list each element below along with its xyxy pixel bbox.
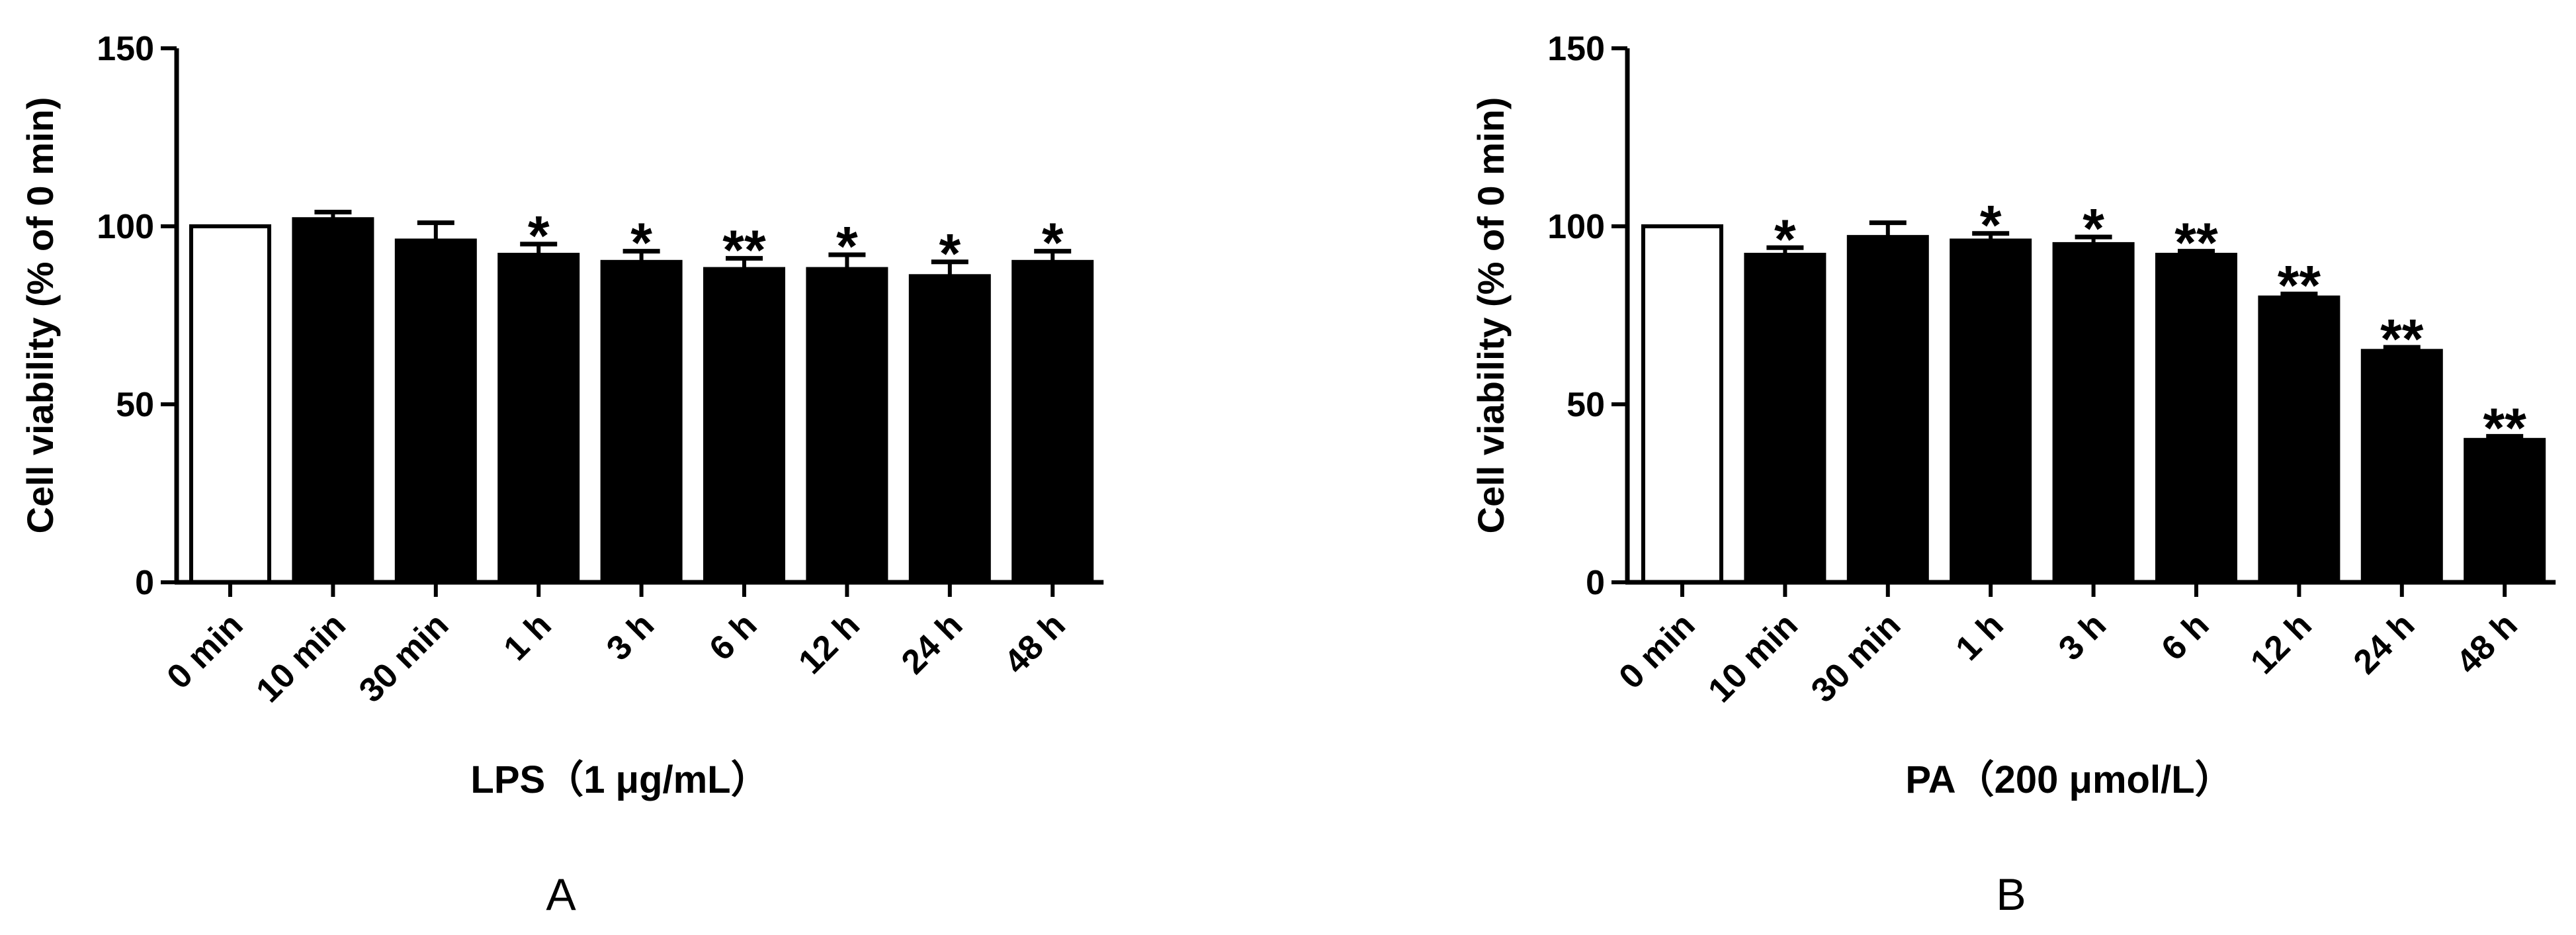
- x-tick-label: 48 h: [2449, 605, 2525, 682]
- x-tick-label: 12 h: [791, 605, 867, 682]
- y-tick-label: 100: [1547, 208, 1605, 246]
- x-axis-title: PA（200 μmol/L）: [1905, 758, 2233, 801]
- bar: [2052, 242, 2135, 584]
- y-tick-label: 0: [1586, 564, 1605, 602]
- bar: [2360, 349, 2443, 584]
- y-tick-label: 150: [1547, 30, 1605, 68]
- significance-marker: *: [528, 204, 550, 267]
- x-tick-label: 30 min: [1804, 605, 1908, 709]
- panel-label: A: [546, 869, 576, 920]
- y-tick-label: 0: [135, 564, 154, 602]
- significance-marker: **: [2483, 396, 2527, 459]
- significance-marker: *: [630, 212, 652, 274]
- y-tick-label: 50: [116, 386, 154, 424]
- x-tick-label: 0 min: [1611, 605, 1702, 696]
- significance-marker: **: [722, 218, 766, 281]
- y-axis-title: Cell viability (% of 0 min): [1470, 97, 1512, 534]
- x-tick-label: 30 min: [352, 605, 456, 709]
- x-tick-label: 1 h: [1949, 605, 2011, 668]
- bar: [2464, 437, 2546, 584]
- x-tick-label: 1 h: [497, 605, 559, 668]
- bar: [1641, 224, 1723, 584]
- significance-marker: **: [2380, 308, 2424, 370]
- x-tick-label: 48 h: [997, 605, 1073, 682]
- bar: [2155, 253, 2237, 584]
- x-tick-label: 24 h: [894, 605, 970, 682]
- significance-marker: *: [1980, 194, 2002, 256]
- x-tick-label: 0 min: [159, 605, 250, 696]
- x-tick-label: 24 h: [2346, 605, 2423, 682]
- bar: [292, 217, 374, 584]
- y-tick-label: 150: [97, 30, 154, 68]
- bar: [497, 253, 580, 584]
- significance-marker: *: [836, 215, 858, 277]
- x-tick-label: 3 h: [599, 605, 662, 668]
- significance-marker: *: [1774, 208, 1796, 270]
- panel-label: B: [1996, 869, 2026, 920]
- bar: [1011, 259, 1094, 584]
- bar: [600, 259, 683, 584]
- significance-marker: *: [1042, 212, 1064, 274]
- bar: [1846, 235, 1929, 584]
- x-axis-title: LPS（1 μg/mL）: [470, 758, 769, 801]
- y-tick-label: 50: [1567, 386, 1605, 424]
- x-tick-label: 10 min: [1701, 605, 1805, 709]
- significance-marker: **: [2174, 212, 2218, 274]
- x-tick-label: 6 h: [702, 605, 764, 668]
- bar: [703, 267, 785, 584]
- bar: [1744, 253, 1826, 584]
- bar: [2258, 295, 2340, 584]
- y-axis-title: Cell viability (% of 0 min): [19, 97, 61, 534]
- bar: [908, 274, 991, 584]
- significance-marker: **: [2278, 254, 2321, 316]
- bar: [189, 224, 271, 584]
- bar: [394, 238, 477, 584]
- bar: [1950, 238, 2032, 584]
- y-tick-label: 100: [97, 208, 154, 246]
- x-tick-label: 3 h: [2051, 605, 2114, 668]
- x-tick-label: 6 h: [2154, 605, 2216, 668]
- significance-marker: *: [2082, 197, 2104, 259]
- x-tick-label: 12 h: [2243, 605, 2319, 682]
- x-tick-label: 10 min: [249, 605, 353, 709]
- bar: [806, 267, 888, 584]
- significance-marker: *: [939, 222, 961, 285]
